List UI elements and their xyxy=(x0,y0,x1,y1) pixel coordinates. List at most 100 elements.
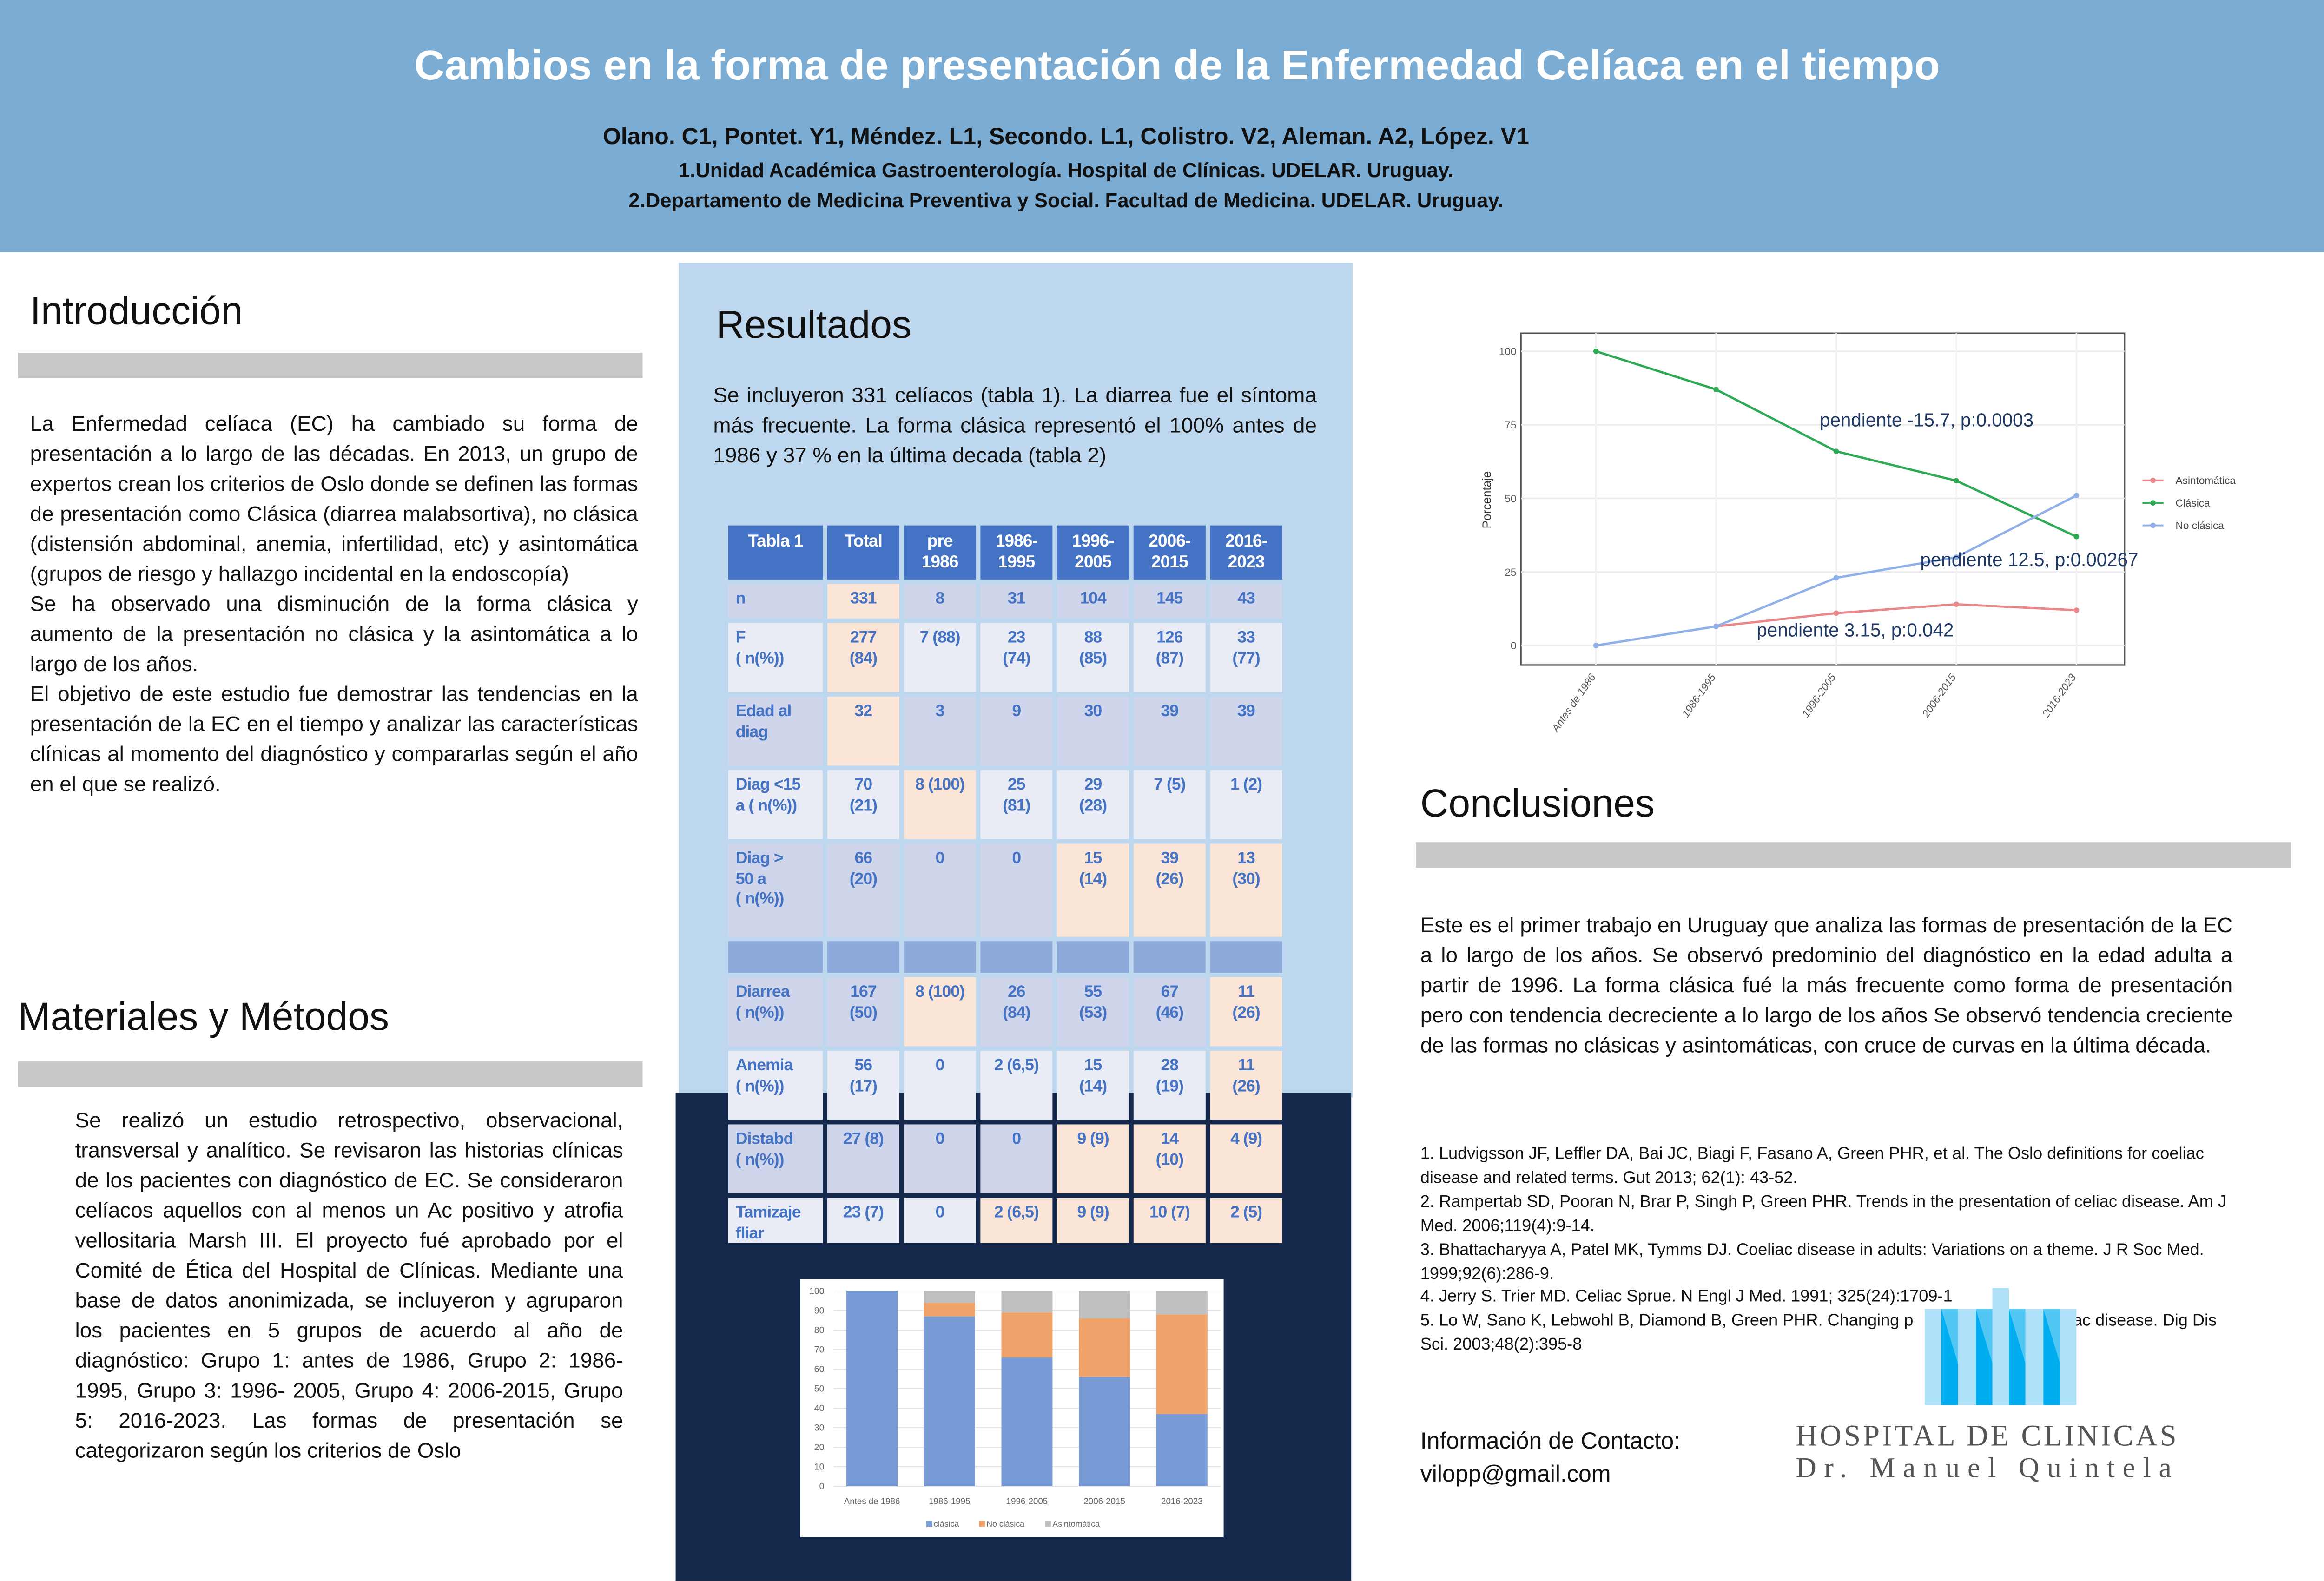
methods-divider xyxy=(18,1061,643,1087)
table-cell: 4 (9) xyxy=(1210,1124,1282,1194)
y-axis-label: Porcentaje xyxy=(1481,471,1494,528)
table-cell: 2 (6,5) xyxy=(980,1198,1053,1243)
table-row-label xyxy=(728,941,823,973)
table-row-label: Diarrea ( n(%)) xyxy=(728,977,823,1047)
y-tick-label: 0 xyxy=(1511,640,1517,652)
authors: Olano. C1, Pontet. Y1, Méndez. L1, Secon… xyxy=(602,125,1529,151)
data-point xyxy=(1954,478,1959,484)
y-tick-label: 20 xyxy=(814,1442,825,1452)
table-row-label: F ( n(%)) xyxy=(728,623,823,692)
data-point xyxy=(1833,575,1839,581)
table-cell: 104 xyxy=(1057,584,1129,619)
contact-email[interactable]: vilopp@gmail.com xyxy=(1420,1462,1611,1488)
table-row-label: Diag <15 a ( n(%)) xyxy=(728,770,823,839)
legend-label: clásica xyxy=(934,1519,959,1528)
reference-item: 5. Lo W, Sano K, Lebwohl B, Diamond B, G… xyxy=(1420,1312,2222,1355)
table-cell: 56 (17) xyxy=(827,1051,899,1120)
legend-marker xyxy=(2150,500,2156,506)
legend-marker xyxy=(2150,477,2156,483)
x-tick-label: 2006-2015 xyxy=(1083,1496,1125,1506)
table-cell xyxy=(980,941,1053,973)
table-cell: 55 (53) xyxy=(1057,977,1129,1047)
table-cell: 0 xyxy=(980,843,1053,937)
data-point xyxy=(1833,610,1839,616)
header-banner: Cambios en la forma de presentación de l… xyxy=(0,0,2324,252)
bar-segment xyxy=(924,1316,975,1486)
table-row-label: Diag > 50 a ( n(%)) xyxy=(728,843,823,937)
table-cell xyxy=(1133,941,1206,973)
reference-item: 4. Jerry S. Trier MD. Celiac Sprue. N En… xyxy=(1420,1288,1953,1307)
table-cell: 28 (19) xyxy=(1133,1051,1206,1120)
x-tick-label: 1986-1995 xyxy=(1680,672,1718,719)
table-cell: 0 xyxy=(904,843,976,937)
hospital-logo-icon xyxy=(1925,1288,2077,1405)
table-header-cell: 1996- 2005 xyxy=(1057,525,1129,580)
table-cell: 0 xyxy=(980,1124,1053,1194)
table-row: Diag > 50 a ( n(%)) 66 (20) 0 0 15 (14) 39 (2… xyxy=(728,843,1282,937)
bar-segment xyxy=(1156,1314,1208,1414)
table-cell: 8 (100) xyxy=(904,770,976,839)
bar-segment xyxy=(1079,1318,1130,1377)
intro-paragraph: Se ha observado una disminución de la fo… xyxy=(30,593,638,677)
intro-text: La Enfermedad celíaca (EC) ha cambiado s… xyxy=(30,410,638,800)
table-row xyxy=(728,941,1282,973)
table-header-cell: pre 1986 xyxy=(904,525,976,580)
y-tick-label: 100 xyxy=(1499,346,1517,357)
table-1: Tabla 1 Total pre 1986 1986- 1995 1996- 2005… xyxy=(728,525,1287,1243)
y-tick-label: 40 xyxy=(814,1403,825,1413)
table-cell: 14 (10) xyxy=(1133,1124,1206,1194)
trend-annotation: pendiente -15.7, p:0.0003 xyxy=(1820,409,2034,430)
table-cell: 66 (20) xyxy=(827,843,899,937)
legend-label: No clásica xyxy=(2176,520,2225,532)
bar-segment xyxy=(846,1291,898,1486)
x-tick-label: 1996-2005 xyxy=(1800,672,1838,719)
y-tick-label: 0 xyxy=(819,1481,825,1491)
table-cell: 67 (46) xyxy=(1133,977,1206,1047)
table-header-cell: Total xyxy=(827,525,899,580)
table-cell: 3 xyxy=(904,696,976,766)
trend-annotation: pendiente 12.5, p:0.00267 xyxy=(1920,549,2138,570)
table-header-cell: 1986- 1995 xyxy=(980,525,1053,580)
reference-item: 3. Bhattacharyya A, Patel MK, Tymms DJ. … xyxy=(1420,1241,2204,1283)
legend-swatch xyxy=(926,1521,932,1527)
x-tick-label: 1996-2005 xyxy=(1006,1496,1048,1506)
table-cell: 43 xyxy=(1210,584,1282,619)
bar-segment xyxy=(924,1303,975,1317)
x-tick-label: Antes de 1986 xyxy=(844,1496,900,1506)
contact-info: Información de Contacto: vilopp@gmail.co… xyxy=(1420,1426,1680,1492)
reference-item: 1. Ludvigsson JF, Leffler DA, Bai JC, Bi… xyxy=(1420,1145,2204,1187)
conclusions-text: Este es el primer trabajo en Uruguay que… xyxy=(1420,914,2233,1059)
table-cell: 31 xyxy=(980,584,1053,619)
table-row: Edad al diag 32 3 9 30 39 39 xyxy=(728,696,1282,766)
table-cell: 15 (14) xyxy=(1057,1051,1129,1120)
table-cell: 26 (84) xyxy=(980,977,1053,1047)
bar-segment xyxy=(1156,1414,1208,1486)
table-row: n 331 8 31 104 145 43 xyxy=(728,584,1282,619)
legend-label: Asintomática xyxy=(2176,475,2236,487)
y-tick-label: 75 xyxy=(1505,419,1516,431)
table-row: F ( n(%)) 277 (84) 7 (88) 23 (74) 88 (85) 126… xyxy=(728,623,1282,692)
data-point xyxy=(1833,448,1839,454)
table-row: Tamizaje fliar ( n(%))23 (7)02 (6,5)9 (9… xyxy=(728,1198,1282,1243)
bar-segment xyxy=(1156,1291,1208,1315)
data-point xyxy=(1593,349,1599,354)
table-cell: 2 (6,5) xyxy=(980,1051,1053,1120)
bar-segment xyxy=(1001,1291,1053,1313)
data-point xyxy=(1713,624,1719,629)
intro-paragraph: El objetivo de este estudio fue demostra… xyxy=(30,683,638,797)
y-tick-label: 50 xyxy=(1505,493,1516,505)
results-text: Se incluyeron 331 celíacos (tabla 1). La… xyxy=(713,384,1317,468)
affiliation-2: 2.Departamento de Medicina Preventiva y … xyxy=(628,189,1504,212)
table-cell: 11 (26) xyxy=(1210,977,1282,1047)
table-cell: 27 (8) xyxy=(827,1124,899,1194)
legend-label: Asintomática xyxy=(1052,1519,1100,1528)
logo-line-2: Dr. Manuel Quintela xyxy=(1796,1453,2179,1485)
x-tick-label: 2016-2023 xyxy=(1161,1496,1203,1506)
table-cell: 39 xyxy=(1133,696,1206,766)
y-tick-label: 50 xyxy=(814,1383,825,1394)
poster-title: Cambios en la forma de presentación de l… xyxy=(414,42,1940,89)
intro-paragraph: La Enfermedad celíaca (EC) ha cambiado s… xyxy=(30,413,638,587)
legend-swatch xyxy=(1045,1521,1051,1527)
logo-line-1: HOSPITAL DE CLINICAS xyxy=(1796,1420,2179,1453)
line-chart: 0 25 50 75 100 Antes de 1986 1986-1995 1996-200… xyxy=(1481,332,2236,735)
